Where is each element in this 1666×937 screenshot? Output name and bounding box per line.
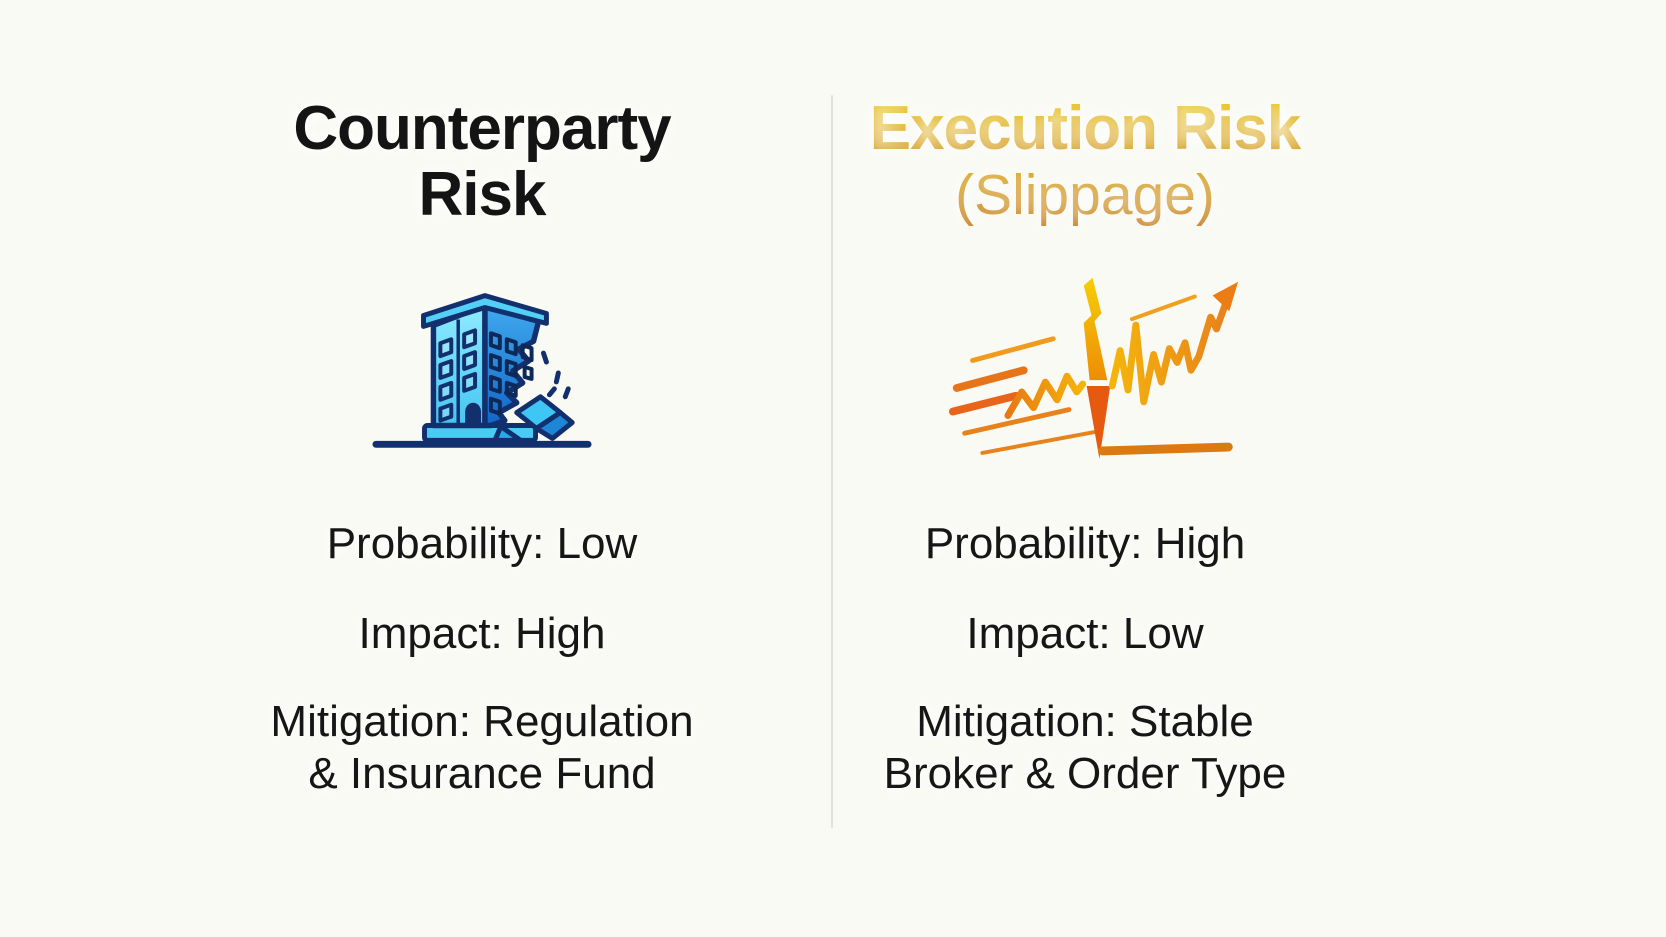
column-divider (831, 95, 833, 828)
execution-risk-title: Execution Risk (Slippage) (835, 96, 1335, 228)
execution-risk-column: Execution Risk (Slippage) (835, 0, 1335, 937)
probability-text: Probability: High (924, 519, 1246, 568)
impact-text: Impact: Low (966, 609, 1204, 658)
counterparty-risk-column: Counterparty Risk (232, 0, 732, 937)
title-line-1: Counterparty (293, 94, 671, 163)
probability-text: Probability: Low (326, 519, 638, 568)
cracked-building-icon (368, 256, 596, 454)
title-line-2: Risk (418, 160, 547, 229)
mitigation-line-2: Broker & Order Type (883, 749, 1287, 798)
volatile-price-chart-icon (943, 266, 1248, 463)
impact-text: Impact: High (358, 609, 606, 658)
mitigation-text: Mitigation: Stable Broker & Order Type (835, 696, 1335, 800)
mitigation-text: Mitigation: Regulation & Insurance Fund (232, 696, 732, 800)
mitigation-line-2: & Insurance Fund (308, 749, 656, 798)
mitigation-line-1: Mitigation: Regulation (270, 697, 694, 746)
title-line-2: (Slippage) (835, 162, 1335, 228)
counterparty-risk-title: Counterparty Risk (232, 96, 732, 228)
title-line-1: Execution Risk (835, 96, 1335, 162)
mitigation-line-1: Mitigation: Stable (916, 697, 1254, 746)
